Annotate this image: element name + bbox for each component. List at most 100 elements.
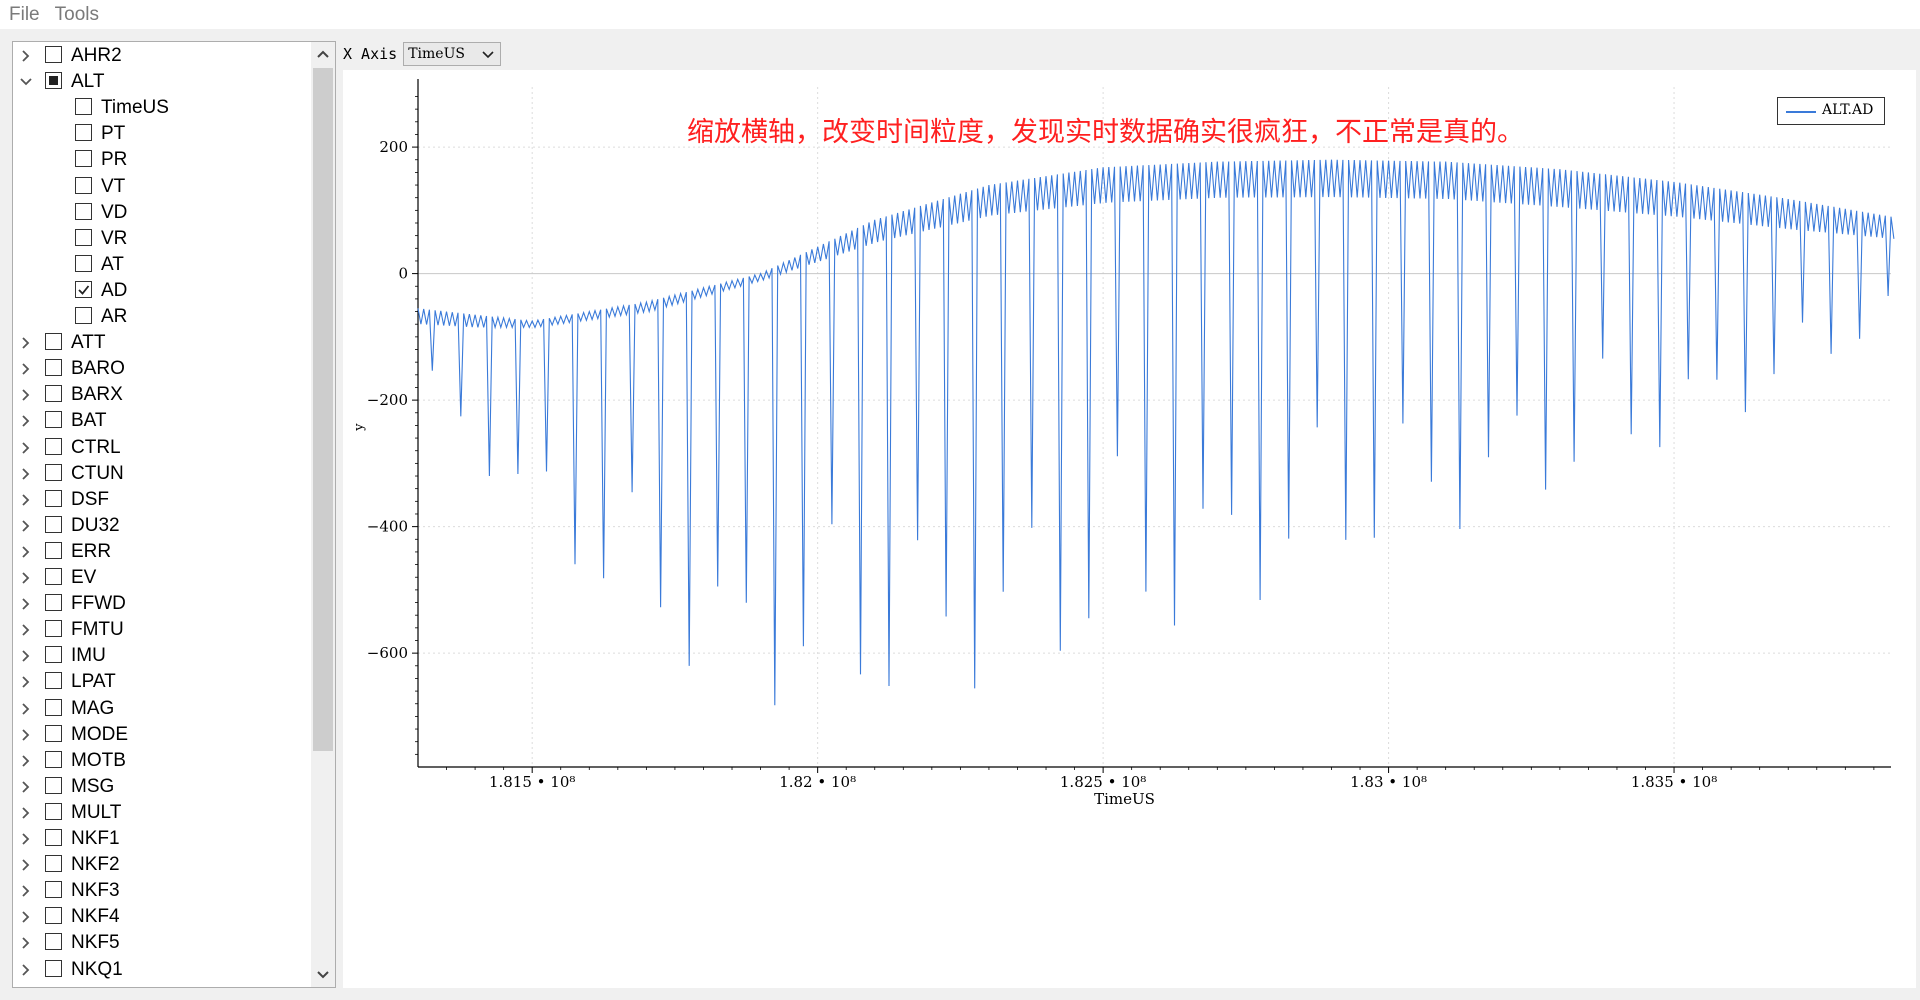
checkbox[interactable]: [45, 646, 62, 664]
tree-item-msg[interactable]: MSG: [13, 774, 311, 800]
chevron-right-icon[interactable]: [20, 363, 32, 375]
tree-item-du32[interactable]: DU32: [13, 513, 311, 539]
checkbox[interactable]: [45, 541, 62, 559]
tree-item-nkf5[interactable]: NKF5: [13, 930, 311, 956]
chevron-right-icon[interactable]: [20, 937, 32, 950]
chevron-right-icon[interactable]: [20, 833, 32, 845]
tree-item-ev[interactable]: EV: [13, 565, 311, 591]
tree-item-barx[interactable]: BARX: [13, 382, 311, 408]
tree-item-ffwd[interactable]: FFWD: [13, 591, 311, 617]
tree-item-mag[interactable]: MAG: [13, 696, 311, 722]
tree-item-ctrl[interactable]: CTRL: [13, 435, 311, 461]
checkbox[interactable]: [45, 385, 62, 403]
tree-item-err[interactable]: ERR: [13, 539, 311, 565]
chevron-right-icon[interactable]: [20, 546, 32, 558]
tree-item-nkq1[interactable]: NKQ1: [13, 957, 311, 983]
checkbox[interactable]: [45, 463, 62, 481]
menu-file[interactable]: File: [9, 3, 40, 25]
chevron-right-icon[interactable]: [20, 415, 32, 428]
checkbox[interactable]: [45, 698, 62, 716]
checkbox[interactable]: [45, 776, 62, 794]
tree-scrollbar[interactable]: [311, 42, 335, 987]
tree-item-nkf4[interactable]: NKF4: [13, 904, 311, 930]
checkbox[interactable]: [45, 46, 62, 63]
checkbox[interactable]: [45, 672, 62, 690]
checkbox[interactable]: [45, 359, 62, 377]
tree-item-pr[interactable]: PR: [13, 147, 311, 173]
checkbox[interactable]: [45, 724, 62, 742]
chevron-right-icon[interactable]: [20, 781, 32, 793]
checkbox[interactable]: [75, 280, 92, 298]
tree-item-timeus[interactable]: TimeUS: [13, 95, 311, 121]
chevron-right-icon[interactable]: [20, 702, 32, 715]
chevron-right-icon[interactable]: [20, 572, 32, 584]
chevron-right-icon[interactable]: [20, 389, 32, 401]
chevron-right-icon[interactable]: [20, 755, 32, 767]
chevron-right-icon[interactable]: [20, 50, 32, 62]
tree-item-nkf1[interactable]: NKF1: [13, 826, 311, 852]
tree-item-vt[interactable]: VT: [13, 174, 311, 200]
checkbox[interactable]: [45, 594, 62, 612]
checkbox[interactable]: [75, 202, 92, 220]
checkbox[interactable]: [45, 829, 62, 846]
chevron-right-icon[interactable]: [20, 441, 32, 454]
line-chart[interactable]: 200 0 −200 −400 −600 1.815 • 10⁸ 1.82 • 10⁸ 1.8…: [343, 70, 1916, 988]
checkbox[interactable]: [45, 411, 62, 429]
tree-item-vr[interactable]: VR: [13, 226, 311, 252]
tree-item-att[interactable]: ATT: [13, 330, 311, 356]
checkbox[interactable]: [45, 489, 62, 507]
tree-item-ar[interactable]: AR: [13, 304, 311, 330]
tree-item-lpat[interactable]: LPAT: [13, 669, 311, 695]
checkbox[interactable]: [75, 307, 92, 324]
chevron-right-icon[interactable]: [20, 337, 32, 349]
tree-item-fmtu[interactable]: FMTU: [13, 617, 311, 643]
chevron-right-icon[interactable]: [20, 598, 32, 610]
checkbox[interactable]: [45, 333, 62, 351]
tree-item-nkf2[interactable]: NKF2: [13, 852, 311, 878]
checkbox[interactable]: [45, 72, 62, 90]
chevron-right-icon[interactable]: [20, 494, 32, 506]
checkbox[interactable]: [45, 933, 62, 951]
tree-item-motb[interactable]: MOTB: [13, 748, 311, 774]
chevron-right-icon[interactable]: [20, 911, 32, 923]
checkbox[interactable]: [45, 437, 62, 455]
tree-item-at[interactable]: AT: [13, 252, 311, 278]
tree-item-alt[interactable]: ALT: [13, 69, 311, 95]
checkbox[interactable]: [45, 515, 62, 533]
chevron-right-icon[interactable]: [20, 885, 32, 897]
checkbox[interactable]: [75, 98, 92, 116]
checkbox[interactable]: [75, 176, 92, 194]
checkbox[interactable]: [45, 750, 62, 768]
chevron-right-icon[interactable]: [20, 467, 32, 480]
chevron-right-icon[interactable]: [20, 859, 32, 871]
x-axis-select[interactable]: TimeUS: [403, 42, 502, 66]
menu-tools[interactable]: Tools: [54, 3, 99, 25]
tree-item-vd[interactable]: VD: [13, 200, 311, 226]
chevron-right-icon[interactable]: [20, 520, 32, 532]
checkbox[interactable]: [75, 124, 92, 142]
checkbox[interactable]: [45, 568, 62, 585]
tree-item-pt[interactable]: PT: [13, 121, 311, 147]
tree-scroll-thumb[interactable]: [313, 68, 333, 751]
tree-item-baro[interactable]: BARO: [13, 356, 311, 382]
checkbox[interactable]: [75, 254, 92, 272]
chevron-right-icon[interactable]: [20, 650, 32, 662]
tree-item-mult[interactable]: MULT: [13, 800, 311, 826]
tree-item-mode[interactable]: MODE: [13, 722, 311, 748]
scroll-up-arrow-icon[interactable]: [311, 42, 335, 66]
tree-item-bat[interactable]: BAT: [13, 408, 311, 434]
plot-panel[interactable]: 200 0 −200 −400 −600 1.815 • 10⁸ 1.82 • 10⁸ 1.8…: [343, 70, 1916, 988]
checkbox[interactable]: [75, 228, 92, 246]
checkbox[interactable]: [45, 802, 62, 820]
checkbox[interactable]: [45, 855, 62, 873]
checkbox[interactable]: [45, 959, 62, 977]
tree-item-imu[interactable]: IMU: [13, 643, 311, 669]
checkbox[interactable]: [75, 150, 92, 168]
chevron-right-icon[interactable]: [20, 963, 32, 976]
scroll-down-arrow-icon[interactable]: [311, 963, 335, 987]
chevron-right-icon[interactable]: [20, 807, 32, 819]
tree-item-ctun[interactable]: CTUN: [13, 461, 311, 487]
tree-item-dsf[interactable]: DSF: [13, 487, 311, 513]
chevron-down-icon[interactable]: [20, 76, 32, 88]
checkbox[interactable]: [45, 620, 62, 638]
